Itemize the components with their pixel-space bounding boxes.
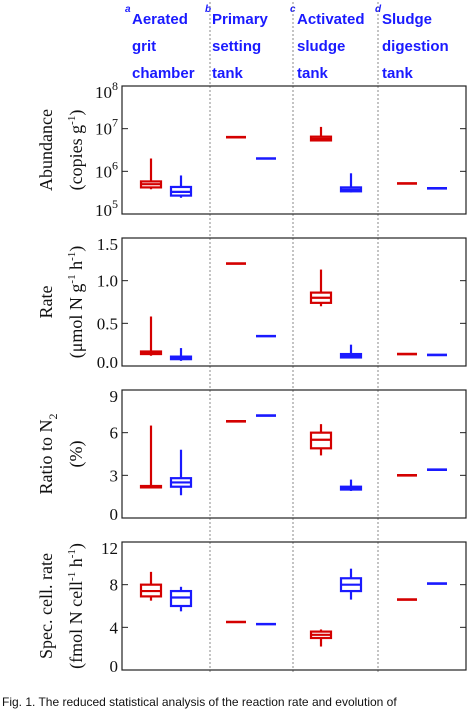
box-series2-group3 — [339, 568, 363, 600]
column-letter-a: a — [125, 4, 131, 15]
column-header-c-line3: tank — [297, 65, 329, 82]
column-header-b-line2: setting — [212, 38, 261, 55]
box-series1-group1 — [139, 316, 163, 356]
box-series1-group3 — [309, 269, 333, 307]
y-tick-label: 108 — [95, 79, 118, 102]
y-axis-label-line1: Ratio to N2 — [36, 414, 60, 495]
y-axis-label-line2: (fmol N cell-1 h-1) — [66, 543, 87, 669]
box-series1-group1 — [139, 158, 163, 190]
column-header-c-line2: sludge — [297, 38, 345, 55]
y-axis-label-line1: Abundance — [36, 109, 56, 191]
column-header-a-line2: grit — [132, 38, 156, 55]
y-tick-label: 0.5 — [97, 314, 118, 333]
panel-frame — [121, 237, 467, 367]
box-series2-group3 — [339, 344, 363, 359]
y-tick-label: 0 — [110, 657, 119, 676]
y-tick-label: 105 — [95, 197, 118, 220]
panel-4: 0 4 8 12 Spec. cell. rate (fmol N cell-1 h-1) — [36, 539, 467, 676]
column-letter-d: d — [375, 4, 382, 15]
box-series2-group1 — [169, 586, 193, 612]
y-axis-label-line2: (copies g-1) — [66, 110, 87, 191]
column-header-c-line1: Activated — [297, 11, 365, 28]
panels: 105 106 107 108 Abundance (copies g-1) 0.0 0.5 1… — [36, 79, 467, 676]
panel-frame — [121, 85, 467, 215]
panel-1: 105 106 107 108 Abundance (copies g-1) — [36, 79, 467, 220]
column-header-d-line1: Sludge — [382, 11, 432, 28]
y-tick-label: 0 — [110, 505, 119, 524]
column-header-d-line2: digestion — [382, 38, 449, 55]
y-tick-label: 106 — [95, 158, 118, 181]
box-series1-group3 — [309, 629, 333, 647]
column-letter-b: b — [205, 4, 211, 15]
panel-frame — [121, 541, 467, 671]
box-series1-group3 — [309, 126, 333, 142]
y-axis-label: Abundance (copies g-1) — [36, 109, 87, 191]
y-tick-label: 8 — [110, 576, 119, 595]
column-letter-c: c — [290, 4, 296, 15]
column-header-d-line3: tank — [382, 65, 414, 82]
box-series2-group1 — [169, 449, 193, 496]
box-series1-group3 — [309, 424, 333, 456]
y-axis-label-line2: (μmol N g-1 h-1) — [66, 246, 87, 359]
y-axis-label: Ratio to N2 (%) — [36, 414, 87, 495]
y-axis-label: Spec. cell. rate (fmol N cell-1 h-1) — [36, 543, 87, 669]
panel-2: 0.0 0.5 1.0 1.5 Rate (μmol N g-1 h-1) — [36, 235, 467, 372]
column-header-a-line3: chamber — [132, 65, 195, 82]
y-tick-label: 0.0 — [97, 353, 118, 372]
y-tick-label: 3 — [110, 466, 119, 485]
y-tick-label: 4 — [110, 618, 119, 637]
column-header-a-line1: Aerated — [132, 11, 188, 28]
box-series2-group1 — [169, 175, 193, 198]
column-header-b-line3: tank — [212, 65, 244, 82]
panel-3: 0 3 6 9 Ratio to N2 (%) — [36, 387, 467, 524]
box-series2-group3 — [339, 479, 363, 491]
box-series2-group3 — [339, 173, 363, 193]
y-tick-label: 1.5 — [97, 235, 118, 254]
y-tick-label: 107 — [95, 116, 118, 139]
y-tick-label: 6 — [110, 424, 119, 443]
y-tick-label: 9 — [110, 387, 119, 406]
y-tick-label: 12 — [101, 539, 118, 558]
column-header-b-line1: Primary — [212, 11, 269, 28]
y-axis-label: Rate (μmol N g-1 h-1) — [36, 246, 87, 359]
y-axis-label-line1: Spec. cell. rate — [36, 553, 56, 659]
box-series2-group1 — [169, 348, 193, 361]
figure-caption: Fig. 1. The reduced statistical analysis… — [2, 695, 397, 709]
box-series1-group1 — [139, 571, 163, 601]
y-axis-label-line2: (%) — [66, 441, 87, 468]
panel-frame — [121, 389, 467, 519]
box-series1-group1 — [139, 425, 163, 489]
y-tick-label: 1.0 — [97, 272, 118, 291]
y-axis-label-line1: Rate — [36, 286, 56, 319]
